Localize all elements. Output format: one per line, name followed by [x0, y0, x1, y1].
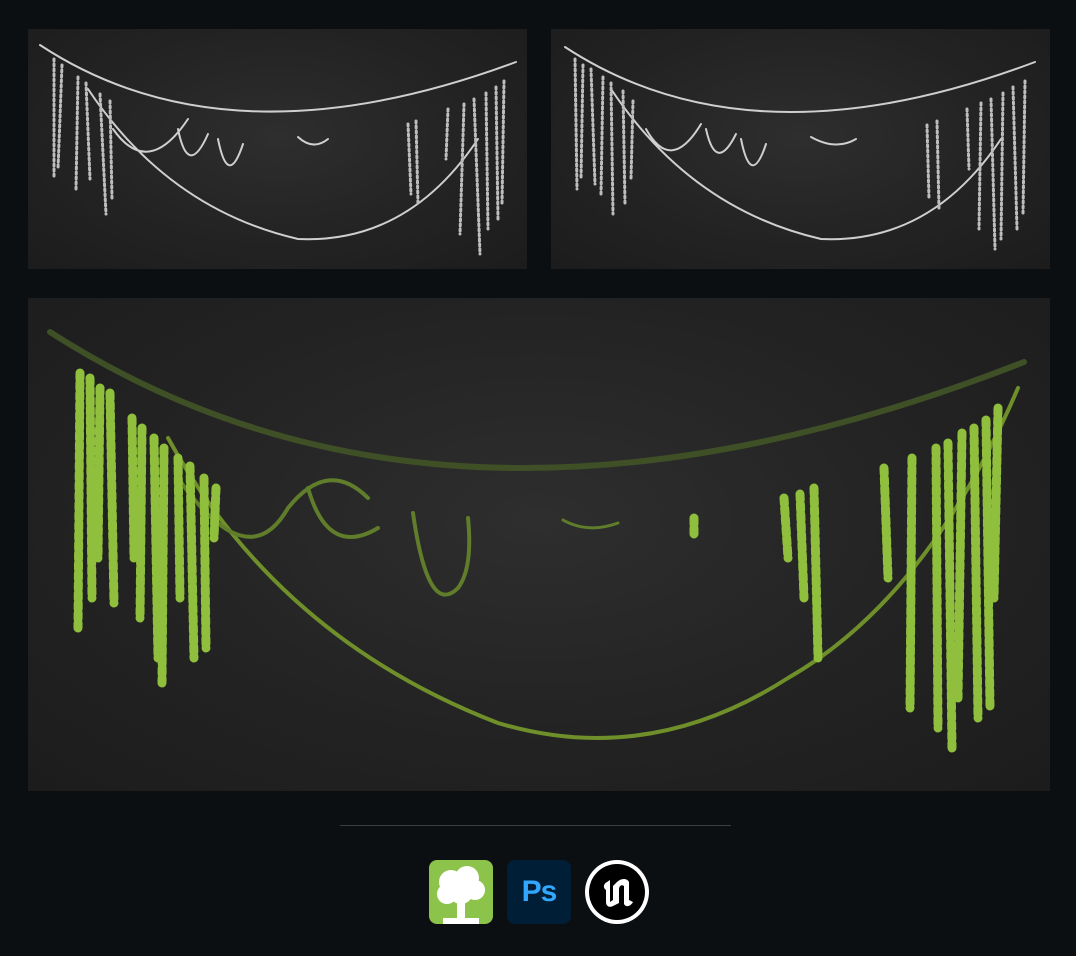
speedtree-icon: [429, 860, 493, 924]
textured-render: [28, 298, 1050, 791]
vine-clay-front-image: [39, 44, 517, 256]
clay-render-angle: [551, 29, 1050, 269]
unreal-engine-icon: [585, 860, 649, 924]
photoshop-label: Ps: [521, 875, 558, 908]
vine-textured-image: [47, 329, 1027, 753]
clay-render-front: [28, 29, 527, 269]
photoshop-icon: Ps: [507, 860, 571, 924]
section-divider: [340, 825, 731, 826]
vine-clay-angle-image: [564, 46, 1036, 251]
tools-used: Ps: [429, 860, 649, 924]
